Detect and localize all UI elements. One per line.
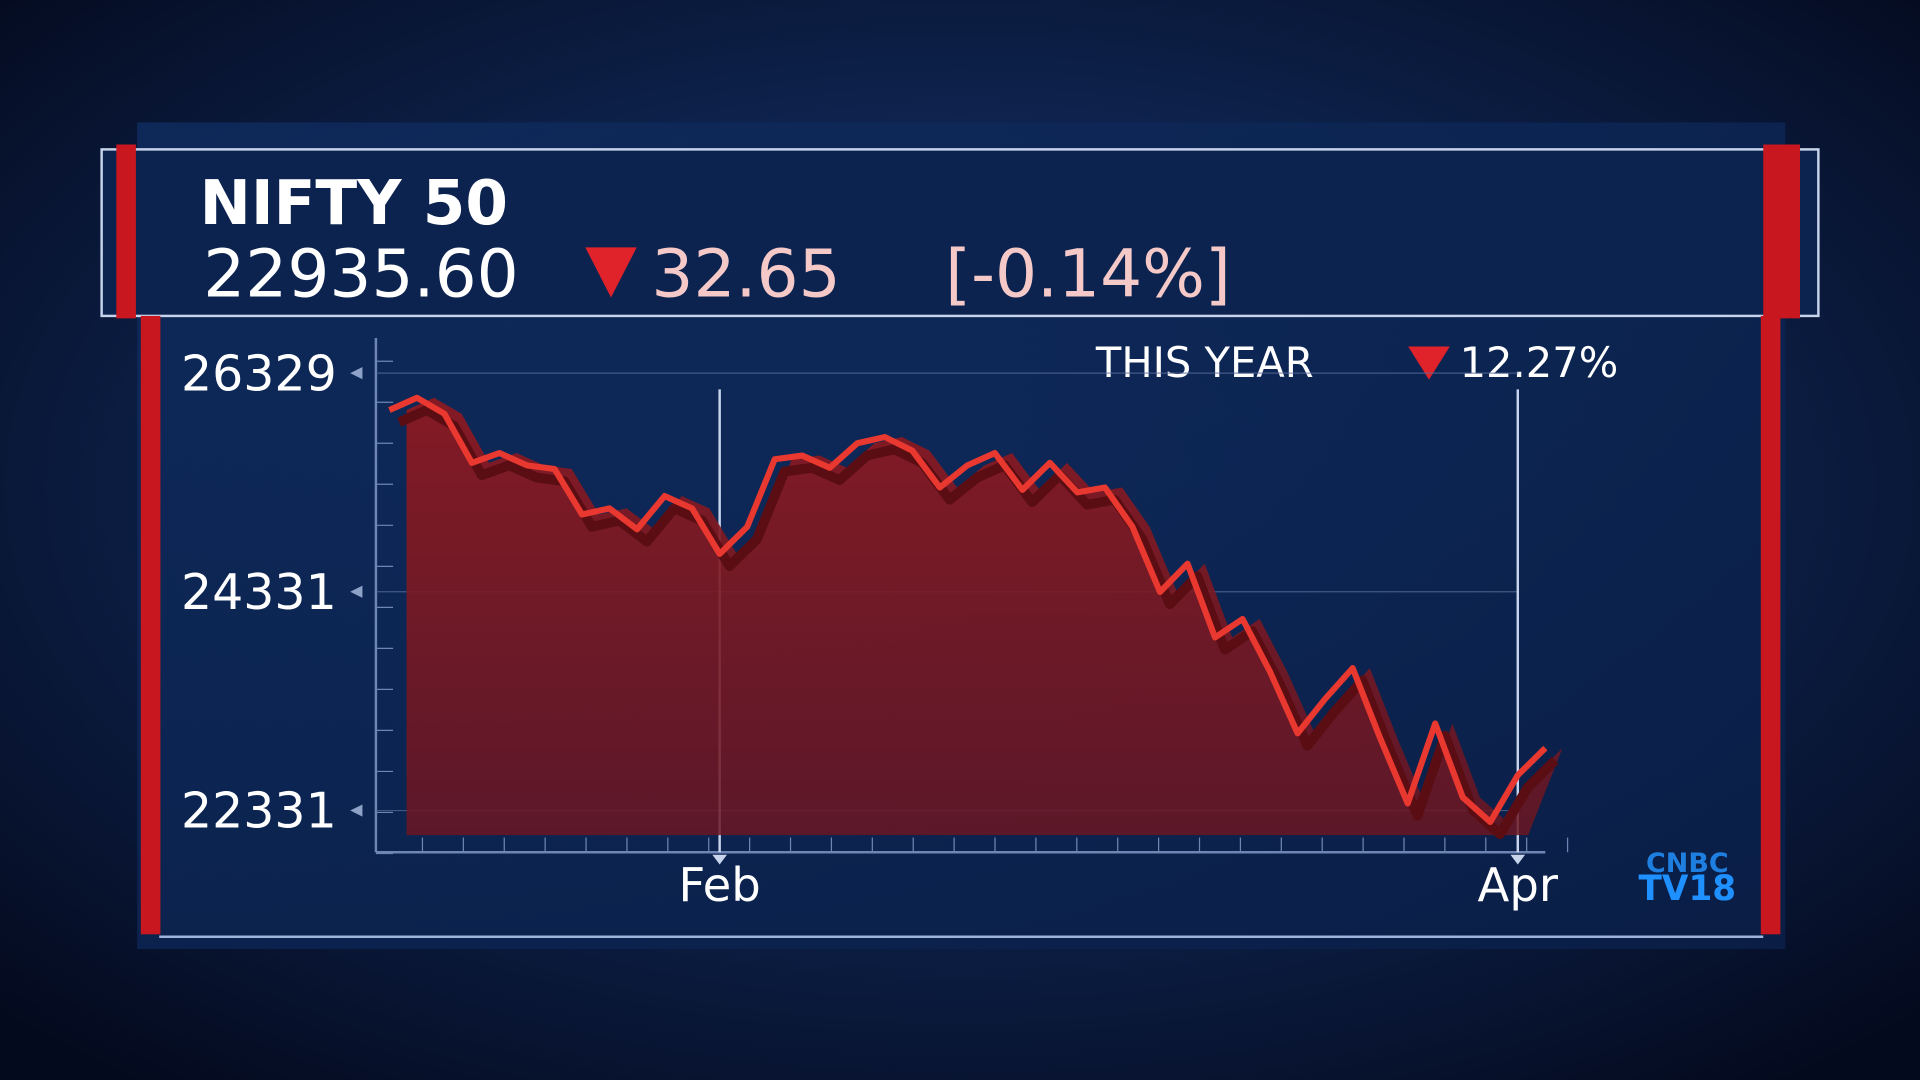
y-tick-label: 26329	[181, 345, 337, 402]
change: 32.65	[651, 235, 840, 312]
red-bar	[1763, 144, 1800, 319]
red-bar	[1760, 315, 1781, 935]
change-pct: [-0.14%]	[945, 235, 1230, 312]
title: NIFTY 50	[200, 168, 508, 239]
period-label: THIS YEAR	[1095, 338, 1314, 387]
red-bar	[140, 315, 161, 935]
tick-arrow	[350, 585, 363, 598]
x-tick-label: Feb	[678, 858, 760, 912]
price: 22935.60	[203, 235, 518, 312]
header-box	[100, 148, 1820, 318]
x-tick-arrow	[1510, 854, 1526, 865]
ribbon-shade	[397, 405, 1559, 840]
area	[406, 397, 1563, 836]
down-arrow	[1408, 346, 1450, 380]
logo-top: CNBC	[1646, 848, 1729, 879]
x-tick-label: Apr	[1478, 858, 1559, 912]
down-arrow	[585, 247, 637, 298]
tick-arrow	[350, 804, 363, 817]
y-tick-label: 24331	[181, 564, 337, 621]
period-change: 12.27%	[1460, 338, 1619, 387]
red-bar	[116, 144, 136, 319]
line	[388, 394, 1548, 826]
tick-arrow	[350, 367, 363, 380]
logo-bottom: TV18	[1639, 869, 1737, 909]
y-tick-label: 22331	[181, 783, 337, 840]
x-tick-arrow	[712, 854, 727, 865]
